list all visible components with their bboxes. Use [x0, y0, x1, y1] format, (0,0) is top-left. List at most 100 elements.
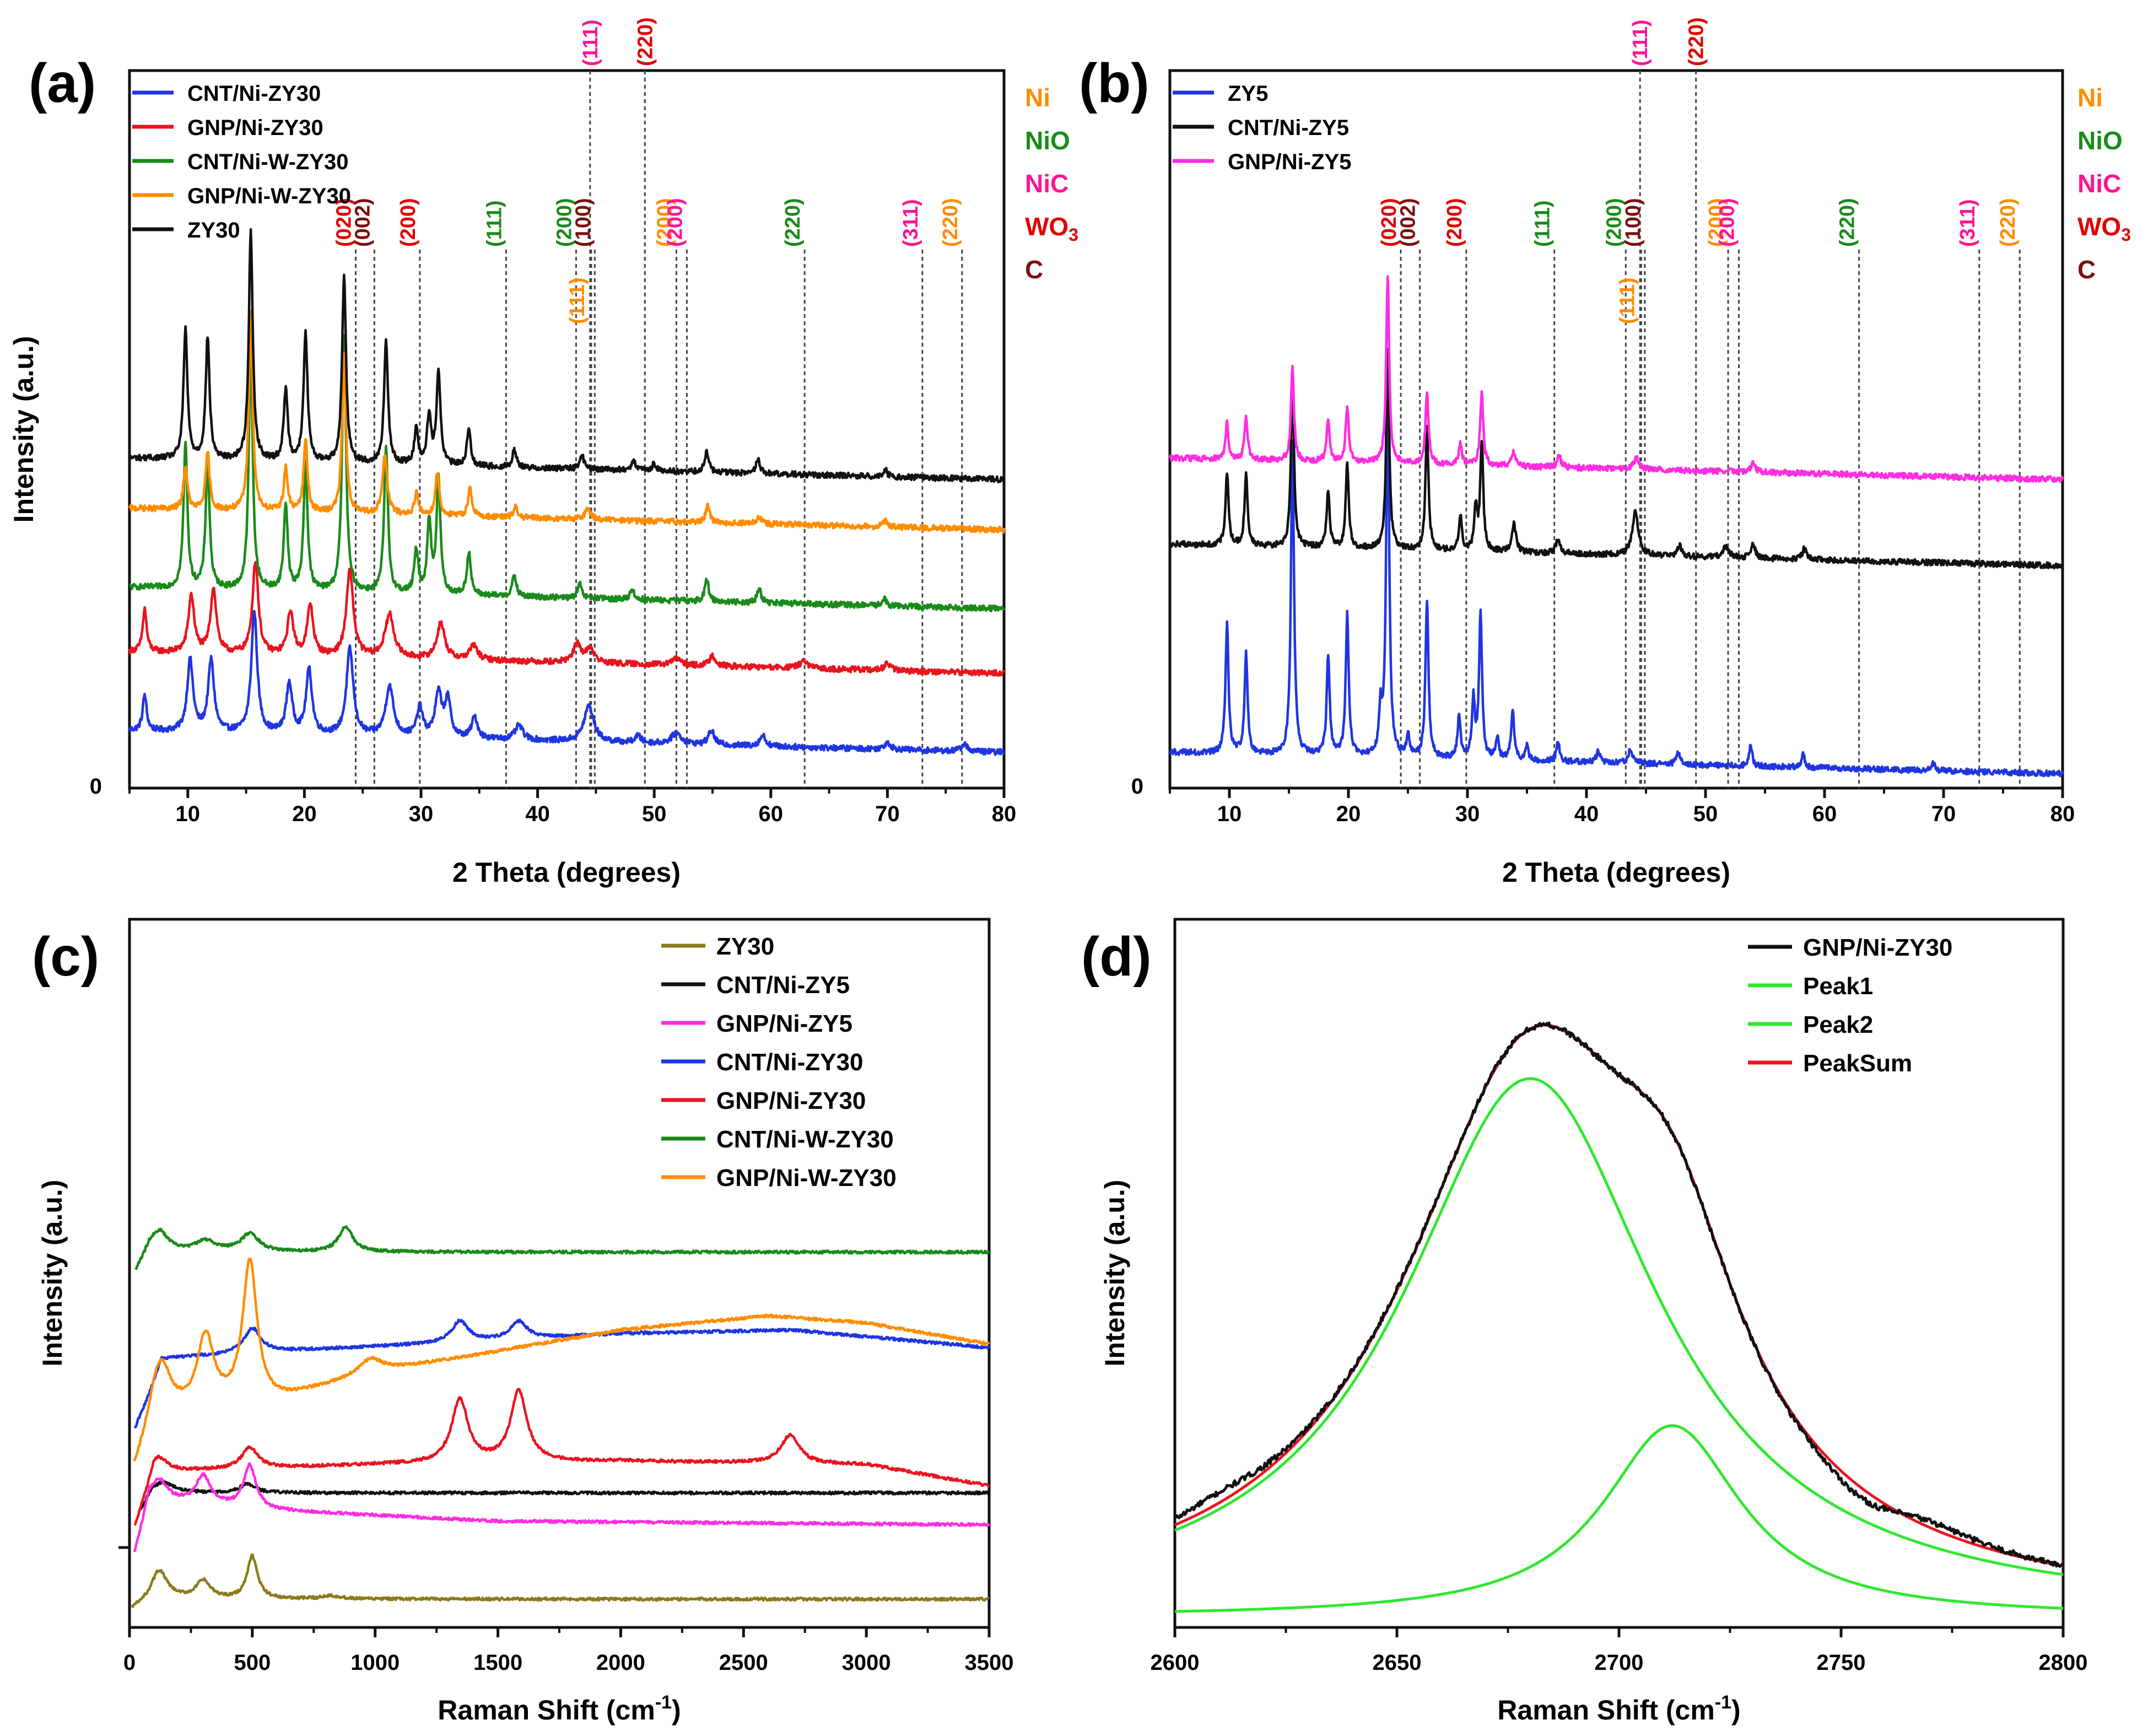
x-tick-label: 1500 — [473, 1651, 522, 1675]
legend-label: GNP/Ni-W-ZY30 — [187, 184, 351, 208]
panel-label-c: (c) — [32, 926, 99, 988]
phase-legend-text: Ni — [1025, 83, 1050, 112]
series-line-cnt-ni-w-zy30 — [134, 1225, 990, 1270]
x-axis-label-superscript: -1 — [1715, 1692, 1731, 1713]
phase-legend-c: C — [2077, 255, 2096, 284]
series-line-zy30 — [128, 228, 1006, 483]
legend-label: ZY5 — [1228, 82, 1268, 106]
x-axis-ticks: 0 500 1000 1500 2000 2500 3000 3500 — [123, 1627, 1013, 1675]
x-axis-ticks: 2600 2650 2700 2750 2800 — [1151, 1627, 2087, 1675]
phase-legend-nio: NiO — [2077, 126, 2123, 155]
x-tick-label: 20 — [292, 802, 317, 826]
series-line-zy30 — [131, 1553, 990, 1608]
reflection-label: (220) — [781, 198, 805, 247]
x-axis-label-superscript: -1 — [655, 1692, 672, 1713]
series-line-peak1 — [1174, 1077, 2064, 1576]
legend: ZY5 CNT/Ni-ZY5 GNP/Ni-ZY5 — [1173, 82, 1351, 174]
phase-legend-nic: NiC — [2077, 169, 2121, 198]
series-line-cnt-ni-zy5 — [1168, 348, 2064, 570]
reflection-label: (111) — [579, 19, 602, 66]
legend-label: ZY30 — [716, 933, 774, 960]
plot-frame — [128, 69, 1006, 790]
phase-legend-text: NiO — [2077, 126, 2123, 155]
x-axis-label: 2 Theta (degrees) — [452, 857, 681, 888]
y-axis-label: Intensity (a.u.) — [1099, 1180, 1130, 1367]
phase-legend-wo: WO3 — [1025, 212, 1078, 245]
x-axis-label: Raman Shift (cm-1) — [1497, 1692, 1740, 1726]
phase-legend: Ni NiO NiC WO3 C — [1025, 83, 1078, 284]
series-line-peak2 — [1174, 1424, 2064, 1613]
plot-frame — [1168, 69, 2064, 790]
reflection-label: (002) — [1397, 198, 1420, 247]
series-line-cnt-ni-zy30 — [133, 1318, 991, 1429]
phase-legend: Ni NiO NiC WO3 C — [2077, 83, 2131, 284]
reflection-label: (111) — [1616, 277, 1639, 324]
x-axis-label-text: Raman Shift (cm — [1497, 1695, 1715, 1726]
reflection-label: (111) — [1629, 19, 1652, 66]
x-tick-label: 40 — [1574, 802, 1599, 826]
legend-label: CNT/Ni-W-ZY30 — [716, 1126, 894, 1153]
x-tick-label: 2500 — [719, 1651, 768, 1675]
reflection-label: (200) — [1705, 198, 1728, 247]
x-axis-label-close: ) — [672, 1695, 681, 1726]
plot-area — [128, 228, 1006, 756]
series-line-cnt-ni-zy30 — [128, 610, 1006, 756]
phase-legend-text: NiO — [1025, 126, 1070, 155]
legend-label: GNP/Ni-ZY30 — [187, 116, 323, 140]
reflection-label: (220) — [1836, 198, 1859, 247]
x-tick-label: 1000 — [350, 1651, 400, 1675]
x-tick-label: 70 — [1931, 802, 1956, 826]
reflection-label: (111) — [483, 200, 506, 247]
phase-legend-c: C — [1025, 255, 1043, 284]
x-tick-label: 0 — [123, 1651, 136, 1675]
legend-label: CNT/Ni-ZY5 — [1228, 116, 1349, 140]
chart-panel-d: 2600 2650 2700 2750 2800 Raman Shift (cm-1) … — [1099, 918, 2087, 1726]
phase-legend-text: NiC — [2077, 169, 2121, 198]
series-line-gnp-ni-w-zy30 — [133, 1258, 990, 1462]
phase-legend-subscript: 3 — [1068, 225, 1078, 245]
x-tick-label: 30 — [409, 802, 434, 826]
plot-area — [1173, 1021, 2065, 1613]
legend-label: ZY30 — [187, 218, 240, 242]
phase-legend-text: C — [1025, 255, 1043, 284]
phase-legend-text: C — [2077, 255, 2096, 284]
y-axis-zero-label: 0 — [90, 774, 102, 799]
legend: ZY30 CNT/Ni-ZY5 GNP/Ni-ZY5 CNT/Ni-ZY30 GNP/N… — [661, 933, 897, 1192]
panel-label-b: (b) — [1079, 52, 1149, 114]
legend-label: CNT/Ni-W-ZY30 — [187, 150, 349, 174]
series-line-peaksum — [1174, 1023, 2064, 1568]
x-tick-label: 70 — [875, 802, 900, 826]
x-axis-ticks: 10 20 30 40 50 60 70 80 — [1169, 788, 2075, 826]
phase-legend-ni: Ni — [1025, 83, 1050, 112]
x-tick-label: 500 — [234, 1651, 271, 1675]
reflection-label: (200) — [1443, 198, 1466, 247]
x-tick-label: 60 — [1812, 802, 1837, 826]
legend: GNP/Ni-ZY30 Peak1 Peak2 PeakSum — [1748, 934, 1952, 1077]
x-tick-label: 2000 — [596, 1651, 645, 1675]
reflection-label: (200) — [653, 198, 676, 247]
phase-legend-text: WO — [1025, 212, 1068, 241]
series-line-gnp-ni-zy30 — [128, 560, 1006, 677]
x-axis-label-close: ) — [1731, 1695, 1741, 1726]
series-line-gnp-ni-w-zy30 — [128, 310, 1006, 534]
reflection-label: (020) — [1378, 198, 1401, 247]
reflection-label: (200) — [663, 198, 687, 247]
panel-label-d: (d) — [1081, 926, 1152, 988]
phase-legend-wo: WO3 — [2077, 212, 2131, 245]
reference-lines: (020)(002) (200) (111) (200) (111) (111) (100)… — [333, 17, 963, 788]
x-tick-label: 2650 — [1373, 1651, 1422, 1675]
legend-label: GNP/Ni-ZY5 — [716, 1010, 852, 1037]
legend-label: Peak2 — [1803, 1011, 1873, 1038]
reflection-label: (220) — [939, 198, 962, 247]
phase-legend-ni: Ni — [2077, 83, 2103, 112]
x-tick-label: 10 — [1217, 802, 1242, 826]
x-tick-label: 50 — [1693, 802, 1718, 826]
reflection-label: (200) — [1602, 198, 1626, 247]
x-tick-label: 2600 — [1151, 1651, 1200, 1675]
legend-label: CNT/Ni-ZY5 — [716, 972, 850, 999]
reflection-label: (100) — [571, 198, 595, 247]
phase-legend-nio: NiO — [1025, 126, 1070, 155]
reflection-label: (200) — [397, 198, 420, 247]
legend-label: GNP/Ni-ZY5 — [1228, 150, 1351, 174]
panel-label-a: (a) — [29, 52, 96, 114]
